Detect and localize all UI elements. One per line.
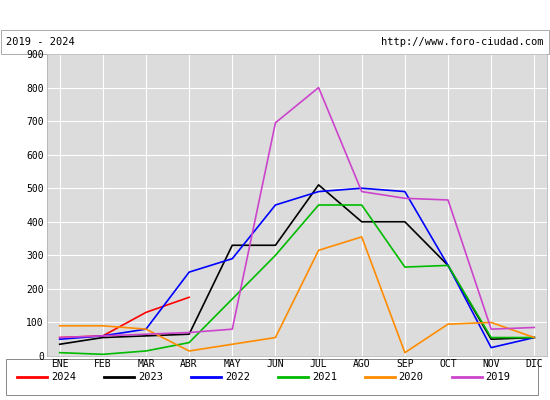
Text: 2024: 2024 — [51, 372, 76, 382]
Bar — [6, 359, 538, 395]
Text: Evolucion Nº Turistas Extranjeros en el municipio de Vilafranca de Bonany: Evolucion Nº Turistas Extranjeros en el … — [15, 8, 535, 22]
Text: 2020: 2020 — [399, 372, 424, 382]
Text: 2022: 2022 — [225, 372, 250, 382]
Text: 2019 - 2024: 2019 - 2024 — [6, 37, 75, 47]
Text: http://www.foro-ciudad.com: http://www.foro-ciudad.com — [382, 37, 544, 47]
Text: 2023: 2023 — [138, 372, 163, 382]
Text: 2021: 2021 — [312, 372, 337, 382]
Text: 2019: 2019 — [486, 372, 510, 382]
